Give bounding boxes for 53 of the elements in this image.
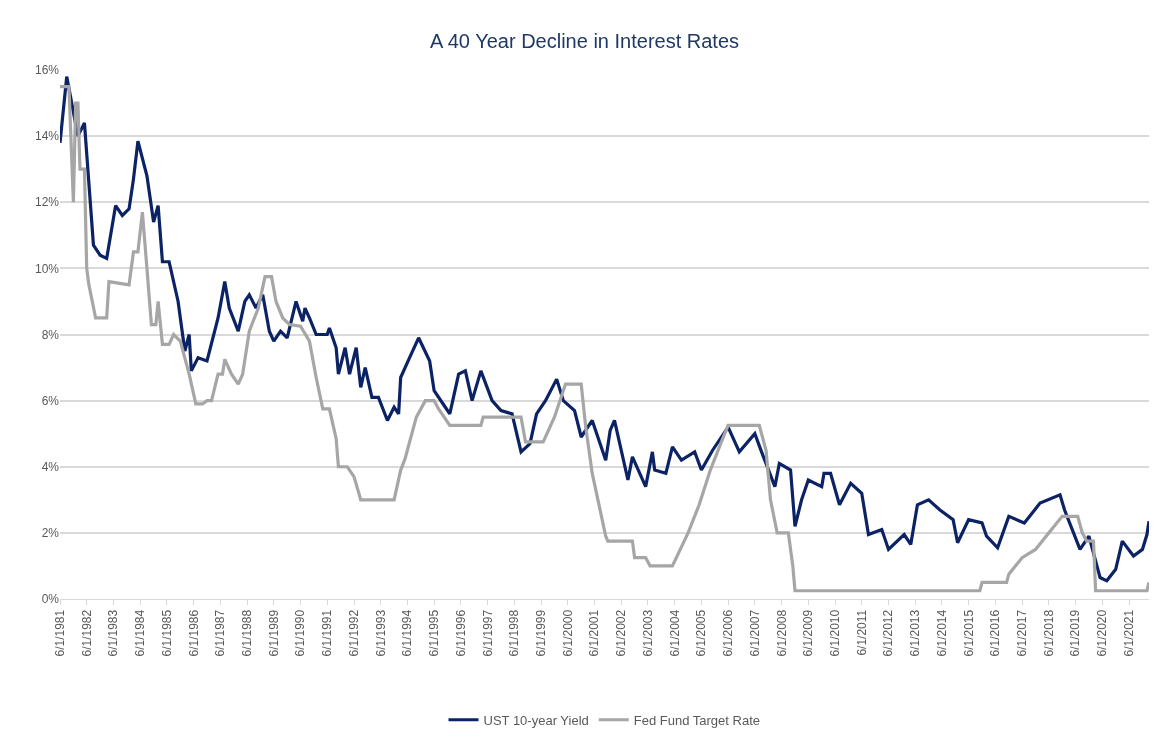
x-tick-label: 6/1/2002 xyxy=(614,609,629,657)
x-tick-label: 6/1/1993 xyxy=(373,609,388,657)
y-tick-label: 4% xyxy=(41,459,60,474)
x-tick-label: 6/1/2020 xyxy=(1095,609,1110,657)
x-tick-label: 6/1/2010 xyxy=(827,609,842,657)
x-tick-label: 6/1/2017 xyxy=(1015,609,1030,657)
x-tick-label: 6/1/2004 xyxy=(667,609,682,657)
x-tick-label: 6/1/1999 xyxy=(533,609,548,657)
x-tick-label: 6/1/1987 xyxy=(213,609,228,657)
x-tick-label: 6/1/2018 xyxy=(1041,609,1056,657)
legend-label: UST 10-year Yield xyxy=(483,712,589,728)
x-tick-label: 6/1/2001 xyxy=(587,609,602,657)
x-tick-label: 6/1/2012 xyxy=(881,609,896,657)
x-tick-label: 6/1/1986 xyxy=(186,609,201,657)
x-tick-label: 6/1/1983 xyxy=(106,609,121,657)
y-tick-label: 10% xyxy=(34,261,60,276)
x-tick-label: 6/1/2000 xyxy=(560,609,575,657)
x-tick-label: 6/1/1997 xyxy=(480,609,495,657)
x-tick-label: 6/1/1998 xyxy=(507,609,522,657)
y-tick-label: 8% xyxy=(41,327,60,342)
x-tick-label: 6/1/1994 xyxy=(400,609,415,657)
x-tick-label: 6/1/2013 xyxy=(908,609,923,657)
x-tick-label: 6/1/2016 xyxy=(988,609,1003,657)
x-tick-label: 6/1/1996 xyxy=(453,609,468,657)
x-tick-label: 6/1/2019 xyxy=(1068,609,1083,657)
y-tick-label: 16% xyxy=(34,63,60,78)
x-tick-label: 6/1/2007 xyxy=(747,609,762,657)
y-tick-label: 0% xyxy=(41,592,60,607)
x-tick-label: 6/1/1984 xyxy=(133,609,148,657)
x-tick-label: 6/1/1992 xyxy=(346,609,361,657)
x-tick-label: 6/1/2011 xyxy=(854,609,869,656)
x-tick-label: 6/1/2003 xyxy=(640,609,655,657)
y-tick-label: 6% xyxy=(41,393,60,408)
x-tick-label: 6/1/1989 xyxy=(266,609,281,657)
x-tick-label: 6/1/2021 xyxy=(1121,609,1136,657)
x-tick-label: 6/1/2015 xyxy=(961,609,976,657)
y-tick-label: 2% xyxy=(41,526,60,541)
x-tick-label: 6/1/1985 xyxy=(159,609,174,657)
x-tick-label: 6/1/2014 xyxy=(934,609,949,657)
x-tick-label: 6/1/2008 xyxy=(774,609,789,657)
x-tick-label: 6/1/1990 xyxy=(293,609,308,657)
x-tick-label: 6/1/1981 xyxy=(52,609,67,657)
x-tick-label: 6/1/2009 xyxy=(801,609,816,657)
x-tick-label: 6/1/1982 xyxy=(79,609,94,657)
x-tick-label: 6/1/1995 xyxy=(427,609,442,657)
y-tick-label: 12% xyxy=(34,195,60,210)
y-tick-label: 14% xyxy=(34,129,60,144)
chart-title: A 40 Year Decline in Interest Rates xyxy=(429,29,740,52)
x-tick-label: 6/1/2006 xyxy=(721,609,736,657)
legend-label: Fed Fund Target Rate xyxy=(633,712,760,728)
x-tick-label: 6/1/2005 xyxy=(694,609,709,657)
x-tick-label: 6/1/1991 xyxy=(320,609,335,657)
x-tick-label: 6/1/1988 xyxy=(240,609,254,657)
